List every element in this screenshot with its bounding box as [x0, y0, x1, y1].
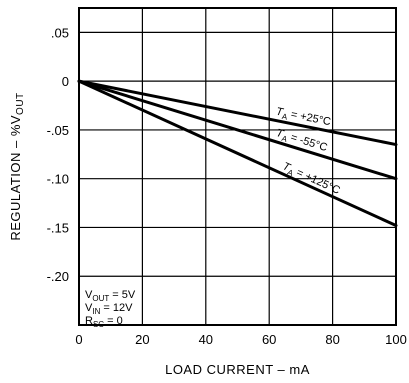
- x-tick-labels: 0 20 40 60 80 100: [75, 332, 406, 347]
- y-tick-labels: .05 0 -.05 -.10 -.15 -.20: [47, 25, 69, 284]
- condition-line: RSC = 0: [85, 315, 123, 329]
- series-line: [77, 79, 398, 228]
- y-tick-label: 0: [62, 74, 69, 89]
- series-lines: [77, 79, 398, 228]
- condition-line: VIN = 12V: [85, 302, 133, 316]
- x-tick-label: 40: [199, 332, 213, 347]
- x-tick-label: 80: [325, 332, 339, 347]
- y-tick-label: .05: [51, 25, 69, 40]
- curve-label: TA = -55°C: [274, 127, 329, 156]
- y-tick-label: -.05: [47, 123, 69, 138]
- y-axis-title-sub: OUT: [15, 92, 26, 115]
- x-tick-label: 20: [135, 332, 149, 347]
- x-tick-label: 60: [262, 332, 276, 347]
- y-tick-label: -.15: [47, 220, 69, 235]
- y-tick-label: -.10: [47, 172, 69, 187]
- condition-line: VOUT = 5V: [85, 289, 136, 303]
- y-axis-title: REGULATION – %VOUT: [8, 92, 26, 240]
- plot-frame: [78, 7, 397, 326]
- series-line: [77, 79, 398, 147]
- x-tick-label: 0: [75, 332, 82, 347]
- x-axis-title: LOAD CURRENT – mA: [165, 362, 310, 377]
- y-tick-label: -.20: [47, 269, 69, 284]
- series-line: [77, 79, 398, 181]
- x-tick-label: 100: [385, 332, 407, 347]
- y-axis-title-main: REGULATION – %V: [8, 115, 23, 241]
- grid-lines: [79, 8, 396, 325]
